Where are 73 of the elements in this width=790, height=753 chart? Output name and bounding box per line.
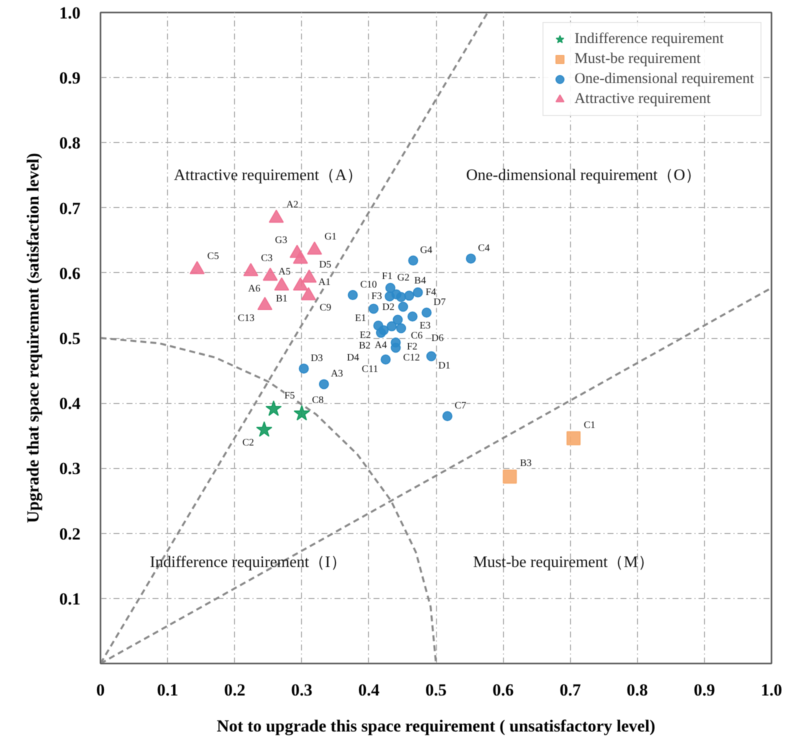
annotation: C4: [478, 243, 490, 254]
y-tick-label: 0.4: [59, 394, 81, 414]
x-tick-label: 0.8: [626, 680, 648, 700]
x-axis-title: Not to upgrade this space requirement ( unsatisfactory level): [216, 716, 656, 736]
y-tick-label: 0.3: [59, 459, 80, 478]
x-tick-label: 0.4: [358, 680, 380, 700]
annotation: A1: [318, 277, 331, 288]
annotation: C2: [242, 437, 254, 448]
annotation: F1: [382, 271, 392, 282]
annotation: E1: [355, 313, 366, 324]
annotation: D2: [382, 302, 395, 313]
annotation: C6: [410, 330, 423, 342]
annotation: F2: [406, 342, 418, 353]
y-tick-label: 0.9: [59, 68, 80, 88]
annotation: C12: [403, 352, 420, 364]
legend-label: Must-be requirement: [574, 50, 701, 68]
x-tick-label: 0: [96, 680, 105, 700]
annotation: B4: [414, 275, 426, 286]
annotation: D7: [433, 297, 446, 308]
annotation: B3: [520, 458, 532, 470]
x-tick-label: 0.6: [492, 680, 514, 700]
annotation: A3: [330, 368, 344, 380]
annotation: C5: [207, 251, 219, 262]
annotation: C1: [584, 420, 596, 431]
y-axis-title: Upgrade that space requirement (satisfaction level): [23, 152, 42, 524]
x-tick-label: 0.1: [156, 680, 178, 700]
y-tick-label: 0.1: [59, 589, 80, 608]
x-tick-label: 0.3: [291, 680, 312, 700]
y-tick-label: 0.8: [59, 134, 80, 153]
annotation: C7: [454, 400, 466, 412]
annotation: Must-be requirement（M）: [473, 554, 654, 572]
y-tick-label: 0.5: [59, 329, 80, 348]
annotation: A5: [278, 266, 291, 278]
annotation: A6: [248, 284, 260, 295]
annotation: A4: [374, 340, 387, 351]
annotation: Attractive requirement（A）: [174, 166, 363, 184]
annotation: E3: [420, 320, 431, 332]
annotation: C13: [238, 312, 254, 324]
legend-label: Indifference requirement: [574, 30, 724, 48]
annotation: C11: [362, 364, 378, 375]
legend-label: One-dimensional requirement: [574, 70, 754, 88]
annotation: G1: [324, 232, 337, 243]
annotation: F4: [426, 286, 436, 298]
annotation: G2: [397, 272, 410, 284]
annotation: A2: [286, 200, 298, 211]
annotation: C9: [320, 302, 332, 314]
annotation: D5: [319, 260, 332, 271]
annotation: One-dimensional requirement（O）: [466, 166, 702, 184]
annotation: F5: [284, 390, 295, 402]
annotation: C8: [312, 395, 324, 406]
annotation: C3: [260, 253, 273, 264]
x-tick-label: 0.5: [425, 680, 447, 700]
legend-label: Attractive requirement: [574, 90, 711, 108]
annotation: D3: [310, 353, 323, 364]
x-tick-label: 0.2: [224, 680, 246, 700]
y-tick-label: 0.6: [59, 264, 80, 283]
y-tick-label: 1.0: [59, 4, 80, 22]
annotation: D6: [431, 333, 444, 344]
annotation: F3: [371, 290, 382, 302]
annotation: D4: [346, 352, 360, 364]
y-tick-label: 0.2: [59, 524, 80, 544]
annotation: G4: [420, 245, 432, 256]
x-tick-label: 0.7: [560, 680, 582, 700]
annotation: C10: [360, 280, 377, 291]
annotation: E2: [360, 330, 371, 342]
annotation: B1: [276, 293, 288, 304]
annotation: Indifference requirement（I）: [150, 554, 346, 572]
x-tick-label: 1.0: [760, 680, 782, 700]
annotation: D1: [438, 360, 450, 372]
y-tick-label: 0.7: [59, 198, 81, 218]
annotation: B2: [358, 340, 370, 352]
x-tick-label: 0.9: [694, 680, 716, 700]
annotation: G3: [274, 234, 288, 246]
